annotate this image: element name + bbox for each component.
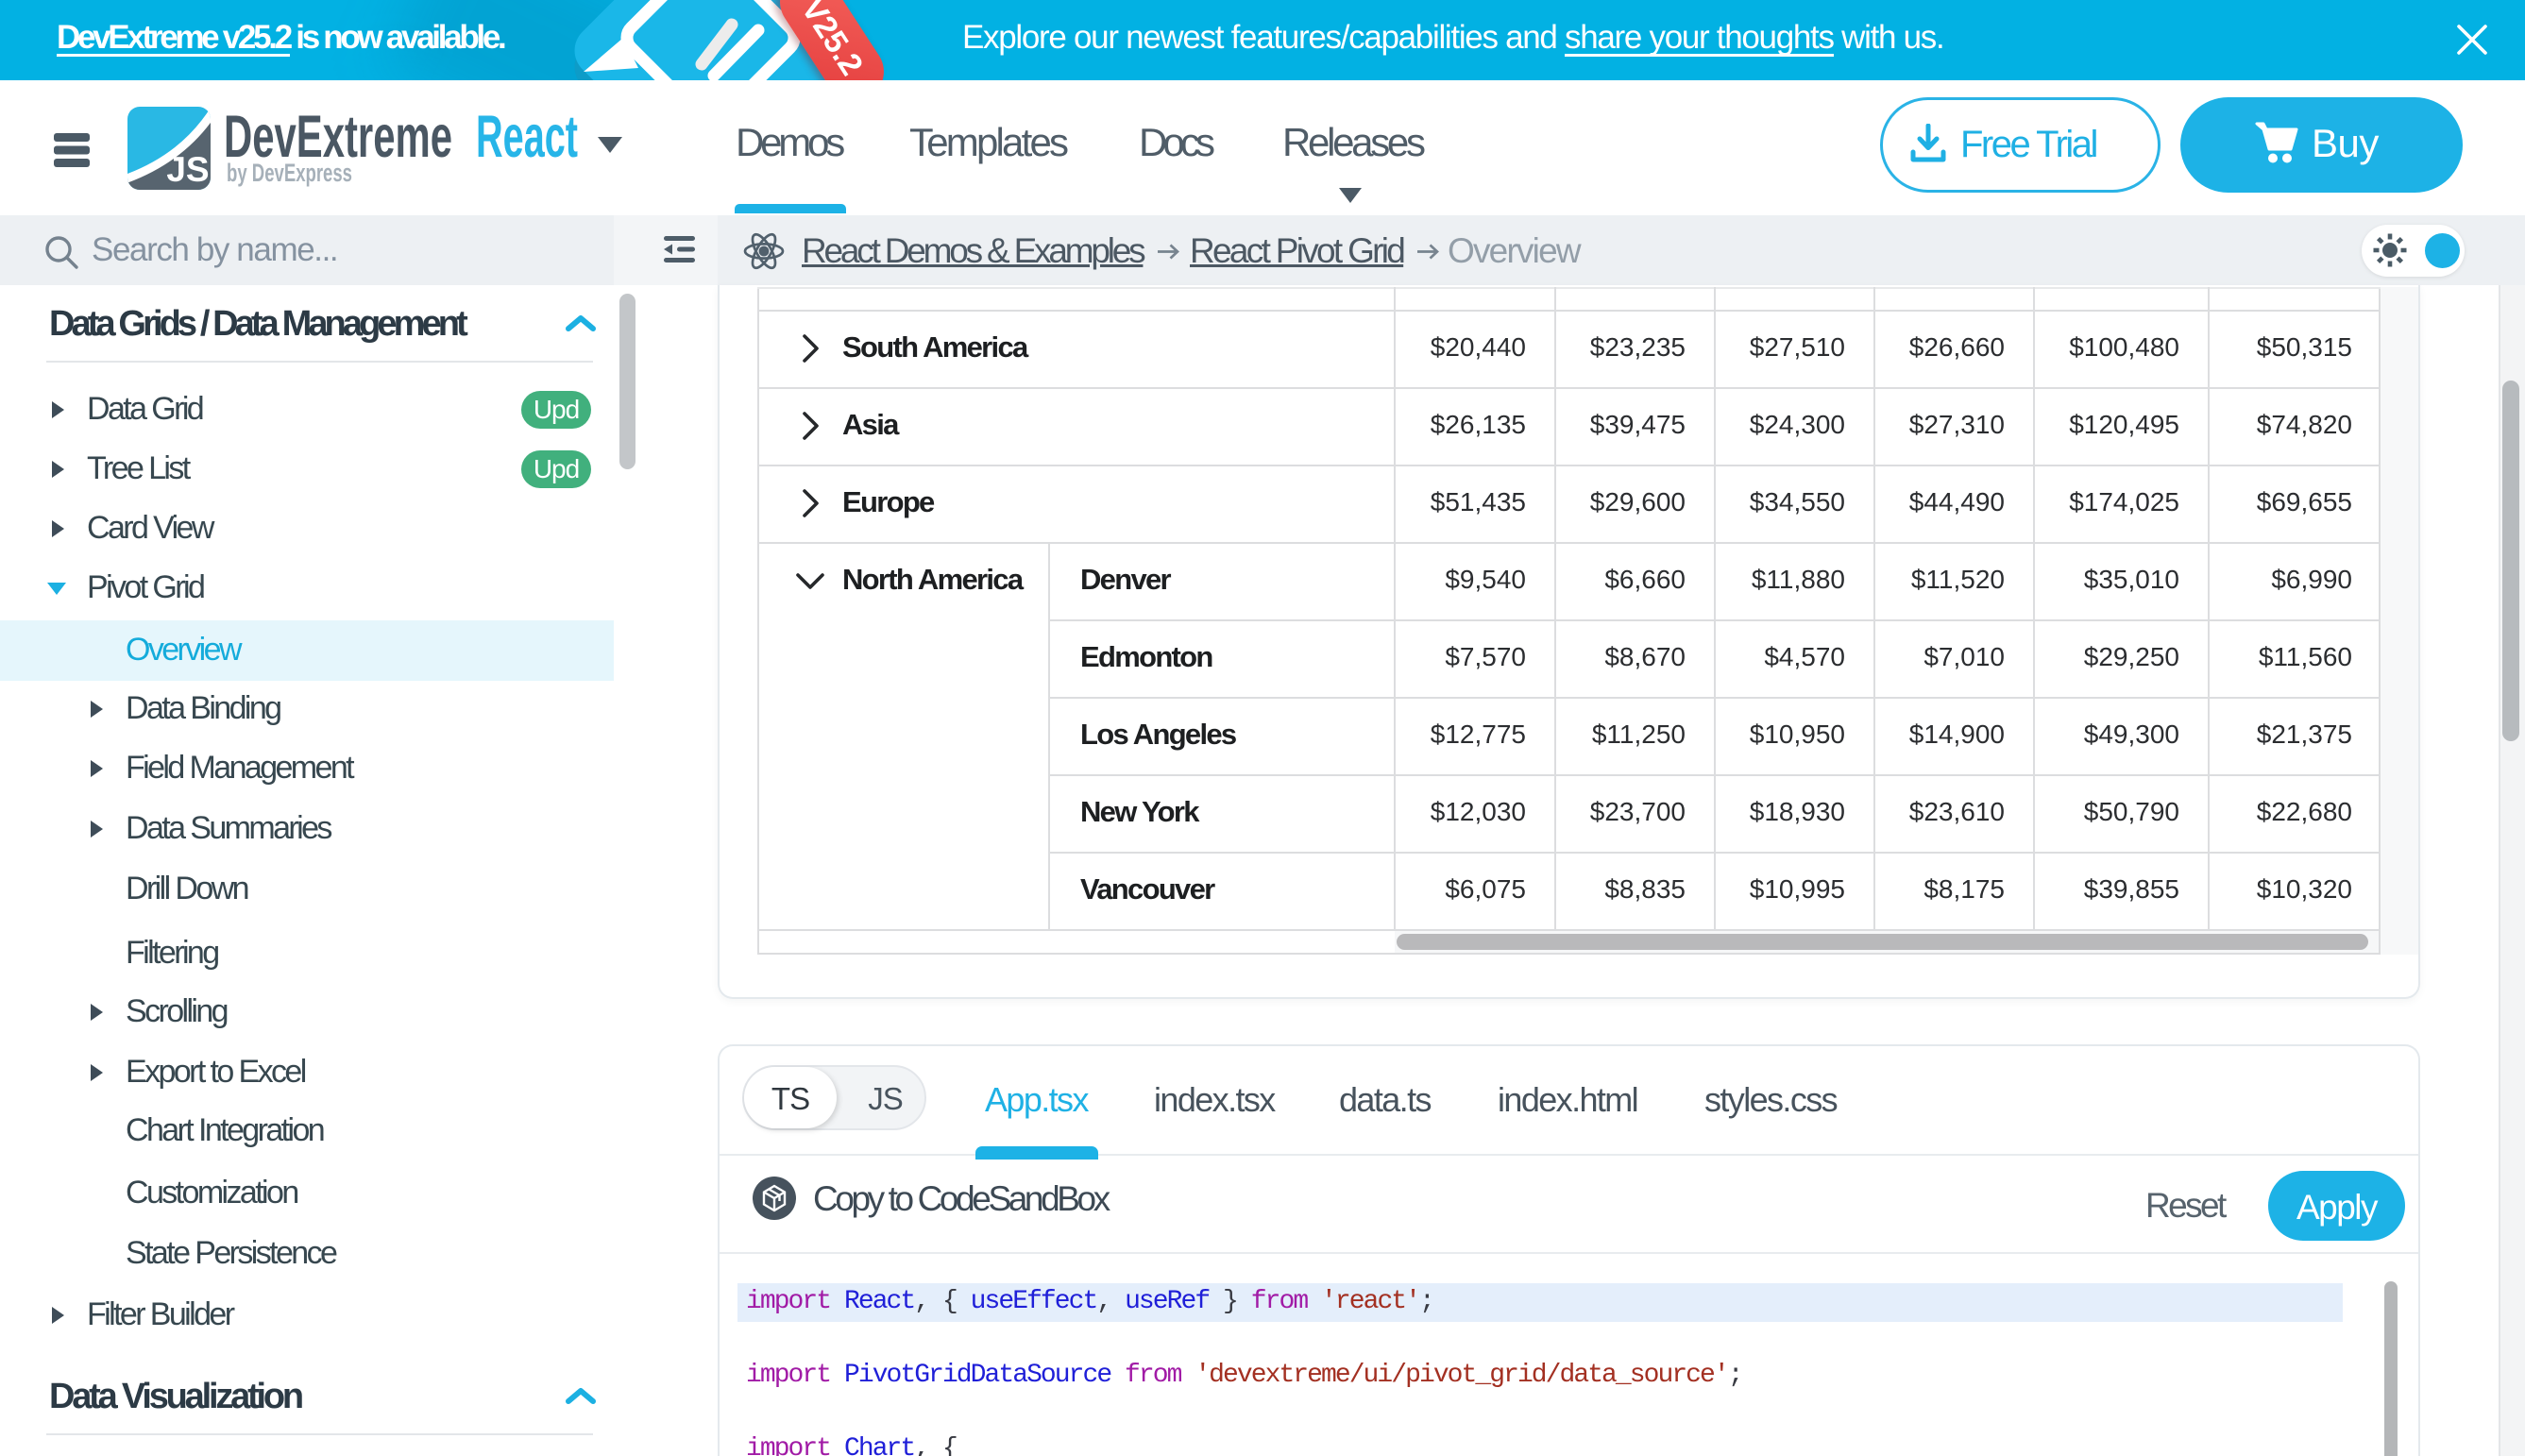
svg-text:by DevExpress: by DevExpress <box>227 159 352 187</box>
svg-text:React: React <box>476 104 578 170</box>
svg-text:JS: JS <box>166 150 209 189</box>
svg-text:DevExtreme: DevExtreme <box>224 104 452 170</box>
